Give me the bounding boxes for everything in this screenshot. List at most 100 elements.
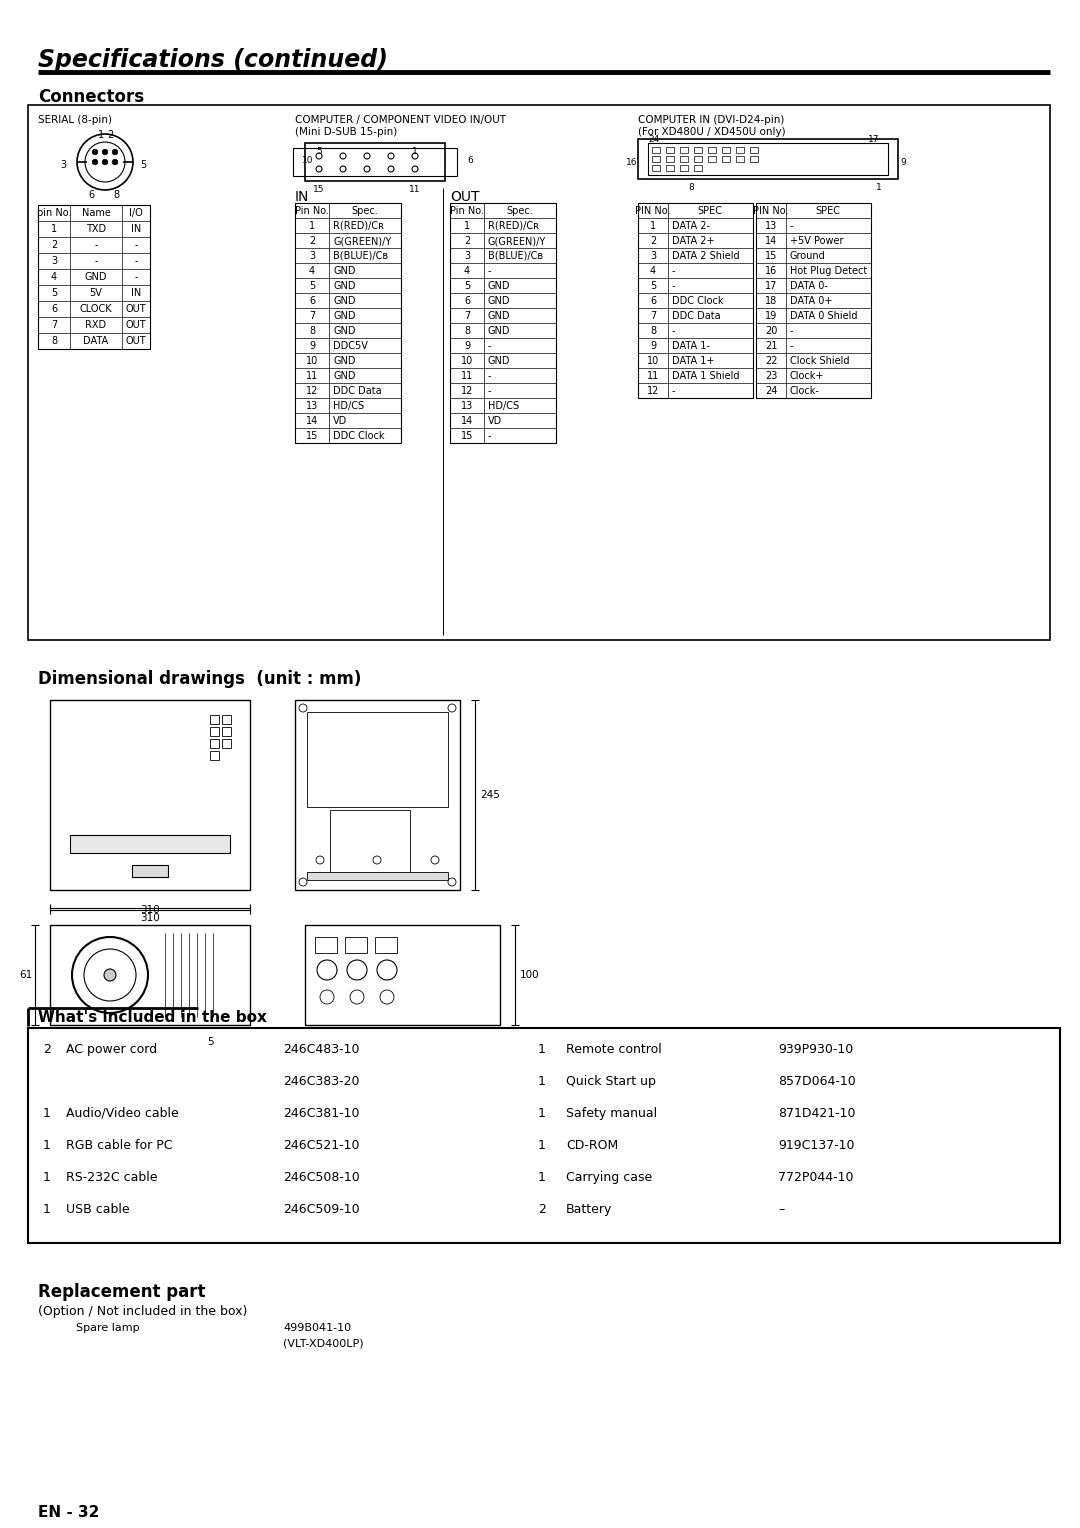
Bar — [50, 924, 249, 1025]
Text: OUT: OUT — [125, 304, 146, 313]
Text: 246C383-20: 246C383-20 — [283, 1076, 360, 1088]
Text: -: - — [672, 387, 675, 396]
Text: 310: 310 — [140, 914, 160, 923]
Text: 2: 2 — [51, 240, 57, 251]
Text: (Mini D-SUB 15-pin): (Mini D-SUB 15-pin) — [295, 127, 397, 138]
Bar — [307, 712, 448, 807]
Circle shape — [103, 159, 108, 165]
Text: 15: 15 — [306, 431, 319, 442]
Text: 2: 2 — [309, 235, 315, 246]
Bar — [680, 156, 688, 162]
Circle shape — [92, 150, 98, 154]
Text: 8: 8 — [464, 325, 470, 336]
Text: USB cable: USB cable — [66, 1203, 130, 1216]
Text: 245: 245 — [480, 790, 500, 801]
Text: GND: GND — [333, 325, 355, 336]
Bar — [694, 165, 702, 171]
Text: 4: 4 — [309, 266, 315, 277]
Text: GND: GND — [333, 281, 355, 290]
Text: GND: GND — [333, 266, 355, 277]
Text: DDC Clock: DDC Clock — [672, 296, 724, 306]
Text: 22: 22 — [765, 356, 778, 367]
Text: VD: VD — [333, 416, 348, 426]
Text: Specifications (continued): Specifications (continued) — [38, 47, 388, 72]
Text: 8: 8 — [688, 183, 693, 193]
Text: 100: 100 — [519, 970, 540, 979]
Text: (For XD480U / XD450U only): (For XD480U / XD450U only) — [638, 127, 785, 138]
Text: -: - — [789, 325, 794, 336]
Text: 772P044-10: 772P044-10 — [778, 1170, 853, 1184]
Text: DATA 1 Shield: DATA 1 Shield — [672, 371, 740, 380]
Bar — [756, 203, 870, 397]
Text: 8: 8 — [113, 189, 119, 200]
Circle shape — [103, 150, 108, 154]
Text: DATA 0 Shield: DATA 0 Shield — [789, 312, 858, 321]
Text: OUT: OUT — [125, 336, 146, 345]
Text: Connectors: Connectors — [38, 89, 144, 105]
Text: DDC Data: DDC Data — [333, 387, 381, 396]
Text: 11: 11 — [461, 371, 473, 380]
Text: 871D421-10: 871D421-10 — [778, 1106, 855, 1120]
Text: 10: 10 — [461, 356, 473, 367]
Text: OUT: OUT — [125, 319, 146, 330]
Text: 19: 19 — [765, 312, 778, 321]
Text: -: - — [94, 240, 98, 251]
Text: IN: IN — [131, 287, 141, 298]
Text: (Option / Not included in the box): (Option / Not included in the box) — [38, 1305, 247, 1319]
Text: 17: 17 — [868, 134, 879, 144]
Text: 939P930-10: 939P930-10 — [778, 1044, 853, 1056]
Bar — [345, 937, 367, 953]
Text: RXD: RXD — [85, 319, 107, 330]
Bar — [210, 727, 219, 736]
Text: 4: 4 — [650, 266, 656, 277]
Text: -: - — [789, 341, 794, 351]
Text: 1: 1 — [650, 222, 656, 231]
Text: COMPUTER / COMPONENT VIDEO IN/OUT: COMPUTER / COMPONENT VIDEO IN/OUT — [295, 115, 507, 125]
Text: -: - — [488, 387, 491, 396]
Text: Pin No.: Pin No. — [295, 206, 329, 215]
Bar — [680, 147, 688, 153]
Text: 4: 4 — [464, 266, 470, 277]
Text: GND: GND — [488, 312, 511, 321]
Text: Ground: Ground — [789, 251, 826, 261]
Text: -: - — [488, 341, 491, 351]
Text: 18: 18 — [765, 296, 778, 306]
Text: R(RED)/Cʀ: R(RED)/Cʀ — [488, 222, 539, 231]
Text: 11: 11 — [306, 371, 319, 380]
Bar — [38, 205, 150, 348]
Text: COMPUTER IN (DVI-D24-pin): COMPUTER IN (DVI-D24-pin) — [638, 115, 784, 125]
Text: DATA: DATA — [83, 336, 109, 345]
Text: -: - — [672, 266, 675, 277]
Text: SERIAL (8-pin): SERIAL (8-pin) — [38, 115, 112, 125]
Bar — [666, 165, 674, 171]
Text: 13: 13 — [765, 222, 778, 231]
Text: Spec.: Spec. — [352, 206, 378, 215]
Text: -: - — [488, 431, 491, 442]
Text: SPEC: SPEC — [815, 206, 840, 215]
Bar — [375, 937, 397, 953]
Text: 16: 16 — [765, 266, 778, 277]
Text: IN: IN — [295, 189, 309, 205]
Text: Dimensional drawings  (unit : mm): Dimensional drawings (unit : mm) — [38, 669, 362, 688]
Text: GND: GND — [488, 356, 511, 367]
Text: -: - — [672, 281, 675, 290]
Text: DATA 0-: DATA 0- — [789, 281, 828, 290]
Circle shape — [112, 150, 118, 154]
Text: 6: 6 — [51, 304, 57, 313]
Bar — [330, 810, 410, 876]
Text: 3: 3 — [51, 257, 57, 266]
Text: 1: 1 — [51, 225, 57, 234]
Text: 1: 1 — [538, 1170, 545, 1184]
Text: 15: 15 — [461, 431, 473, 442]
Text: 3: 3 — [59, 160, 66, 170]
Bar — [70, 834, 230, 853]
Bar — [638, 203, 753, 397]
Text: pin No.: pin No. — [37, 208, 71, 219]
Text: DDC Clock: DDC Clock — [333, 431, 384, 442]
Text: 310: 310 — [140, 905, 160, 915]
Text: 10: 10 — [647, 356, 659, 367]
Text: RGB cable for PC: RGB cable for PC — [66, 1138, 173, 1152]
Text: 13: 13 — [461, 400, 473, 411]
Bar — [210, 750, 219, 759]
Text: 3: 3 — [464, 251, 470, 261]
